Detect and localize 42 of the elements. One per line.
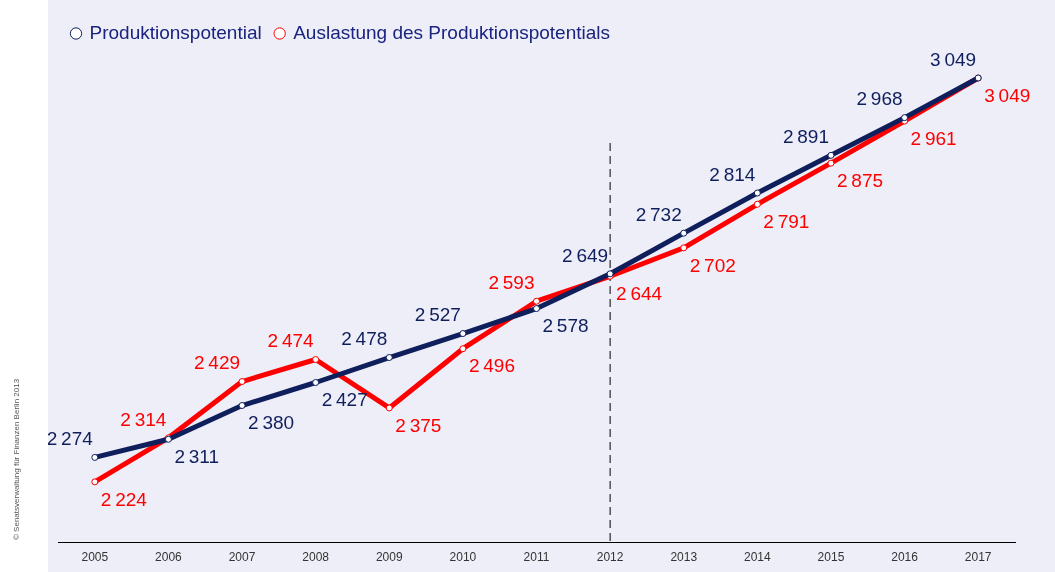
data-label: 2 968 (856, 88, 903, 110)
x-tick-label: 2008 (302, 550, 330, 565)
data-label: 2 311 (174, 446, 220, 468)
data-label: 2 274 (46, 428, 94, 450)
data-label: 2 375 (395, 414, 442, 436)
x-tick-label: 2010 (449, 550, 477, 565)
x-tick-label: 2017 (964, 550, 992, 565)
data-label: 2 429 (193, 352, 241, 374)
x-tick-label: 2015 (817, 550, 845, 565)
x-tick-label: 2006 (155, 550, 183, 565)
data-label: 2 478 (341, 328, 388, 350)
data-label: 3 049 (984, 84, 1031, 106)
data-label: 2 644 (616, 282, 663, 304)
x-tick-label: 2009 (375, 550, 403, 565)
data-label: 2 732 (635, 203, 682, 225)
x-tick-label: 2016 (891, 550, 919, 565)
data-label: 2 578 (542, 315, 589, 337)
x-tick-label: 2005 (81, 550, 109, 565)
data-label: 2 314 (120, 408, 167, 430)
x-tick-label: 2013 (670, 550, 698, 565)
data-label: 2 891 (782, 126, 829, 148)
data-label: 2 224 (100, 488, 148, 510)
data-label: 2 649 (562, 244, 609, 266)
x-tick-label: 2011 (523, 550, 550, 565)
data-label: 2 496 (468, 355, 515, 377)
data-label: 2 875 (836, 169, 884, 191)
data-label: 3 049 (930, 48, 977, 70)
data-label: 2 702 (689, 254, 736, 276)
data-label: 2 791 (763, 211, 810, 233)
data-label: 2 961 (910, 127, 957, 149)
legend-label: Auslastung des Produktionspotentials (293, 21, 611, 43)
data-label: 2 593 (488, 271, 535, 293)
x-tick-label: 2014 (743, 550, 772, 565)
legend-label: Produktionspotential (89, 21, 262, 43)
data-label: 2 427 (321, 389, 368, 411)
text: © Senatsverwaltung für Finanzen Berlin 2013 (12, 378, 21, 540)
data-label: 2 474 (267, 330, 315, 352)
x-tick-label: 2012 (596, 550, 624, 565)
x-tick-label: 2007 (228, 550, 256, 565)
data-label: 2 380 (248, 412, 295, 434)
data-label: 2 527 (414, 304, 461, 326)
data-label: 2 814 (709, 163, 756, 185)
